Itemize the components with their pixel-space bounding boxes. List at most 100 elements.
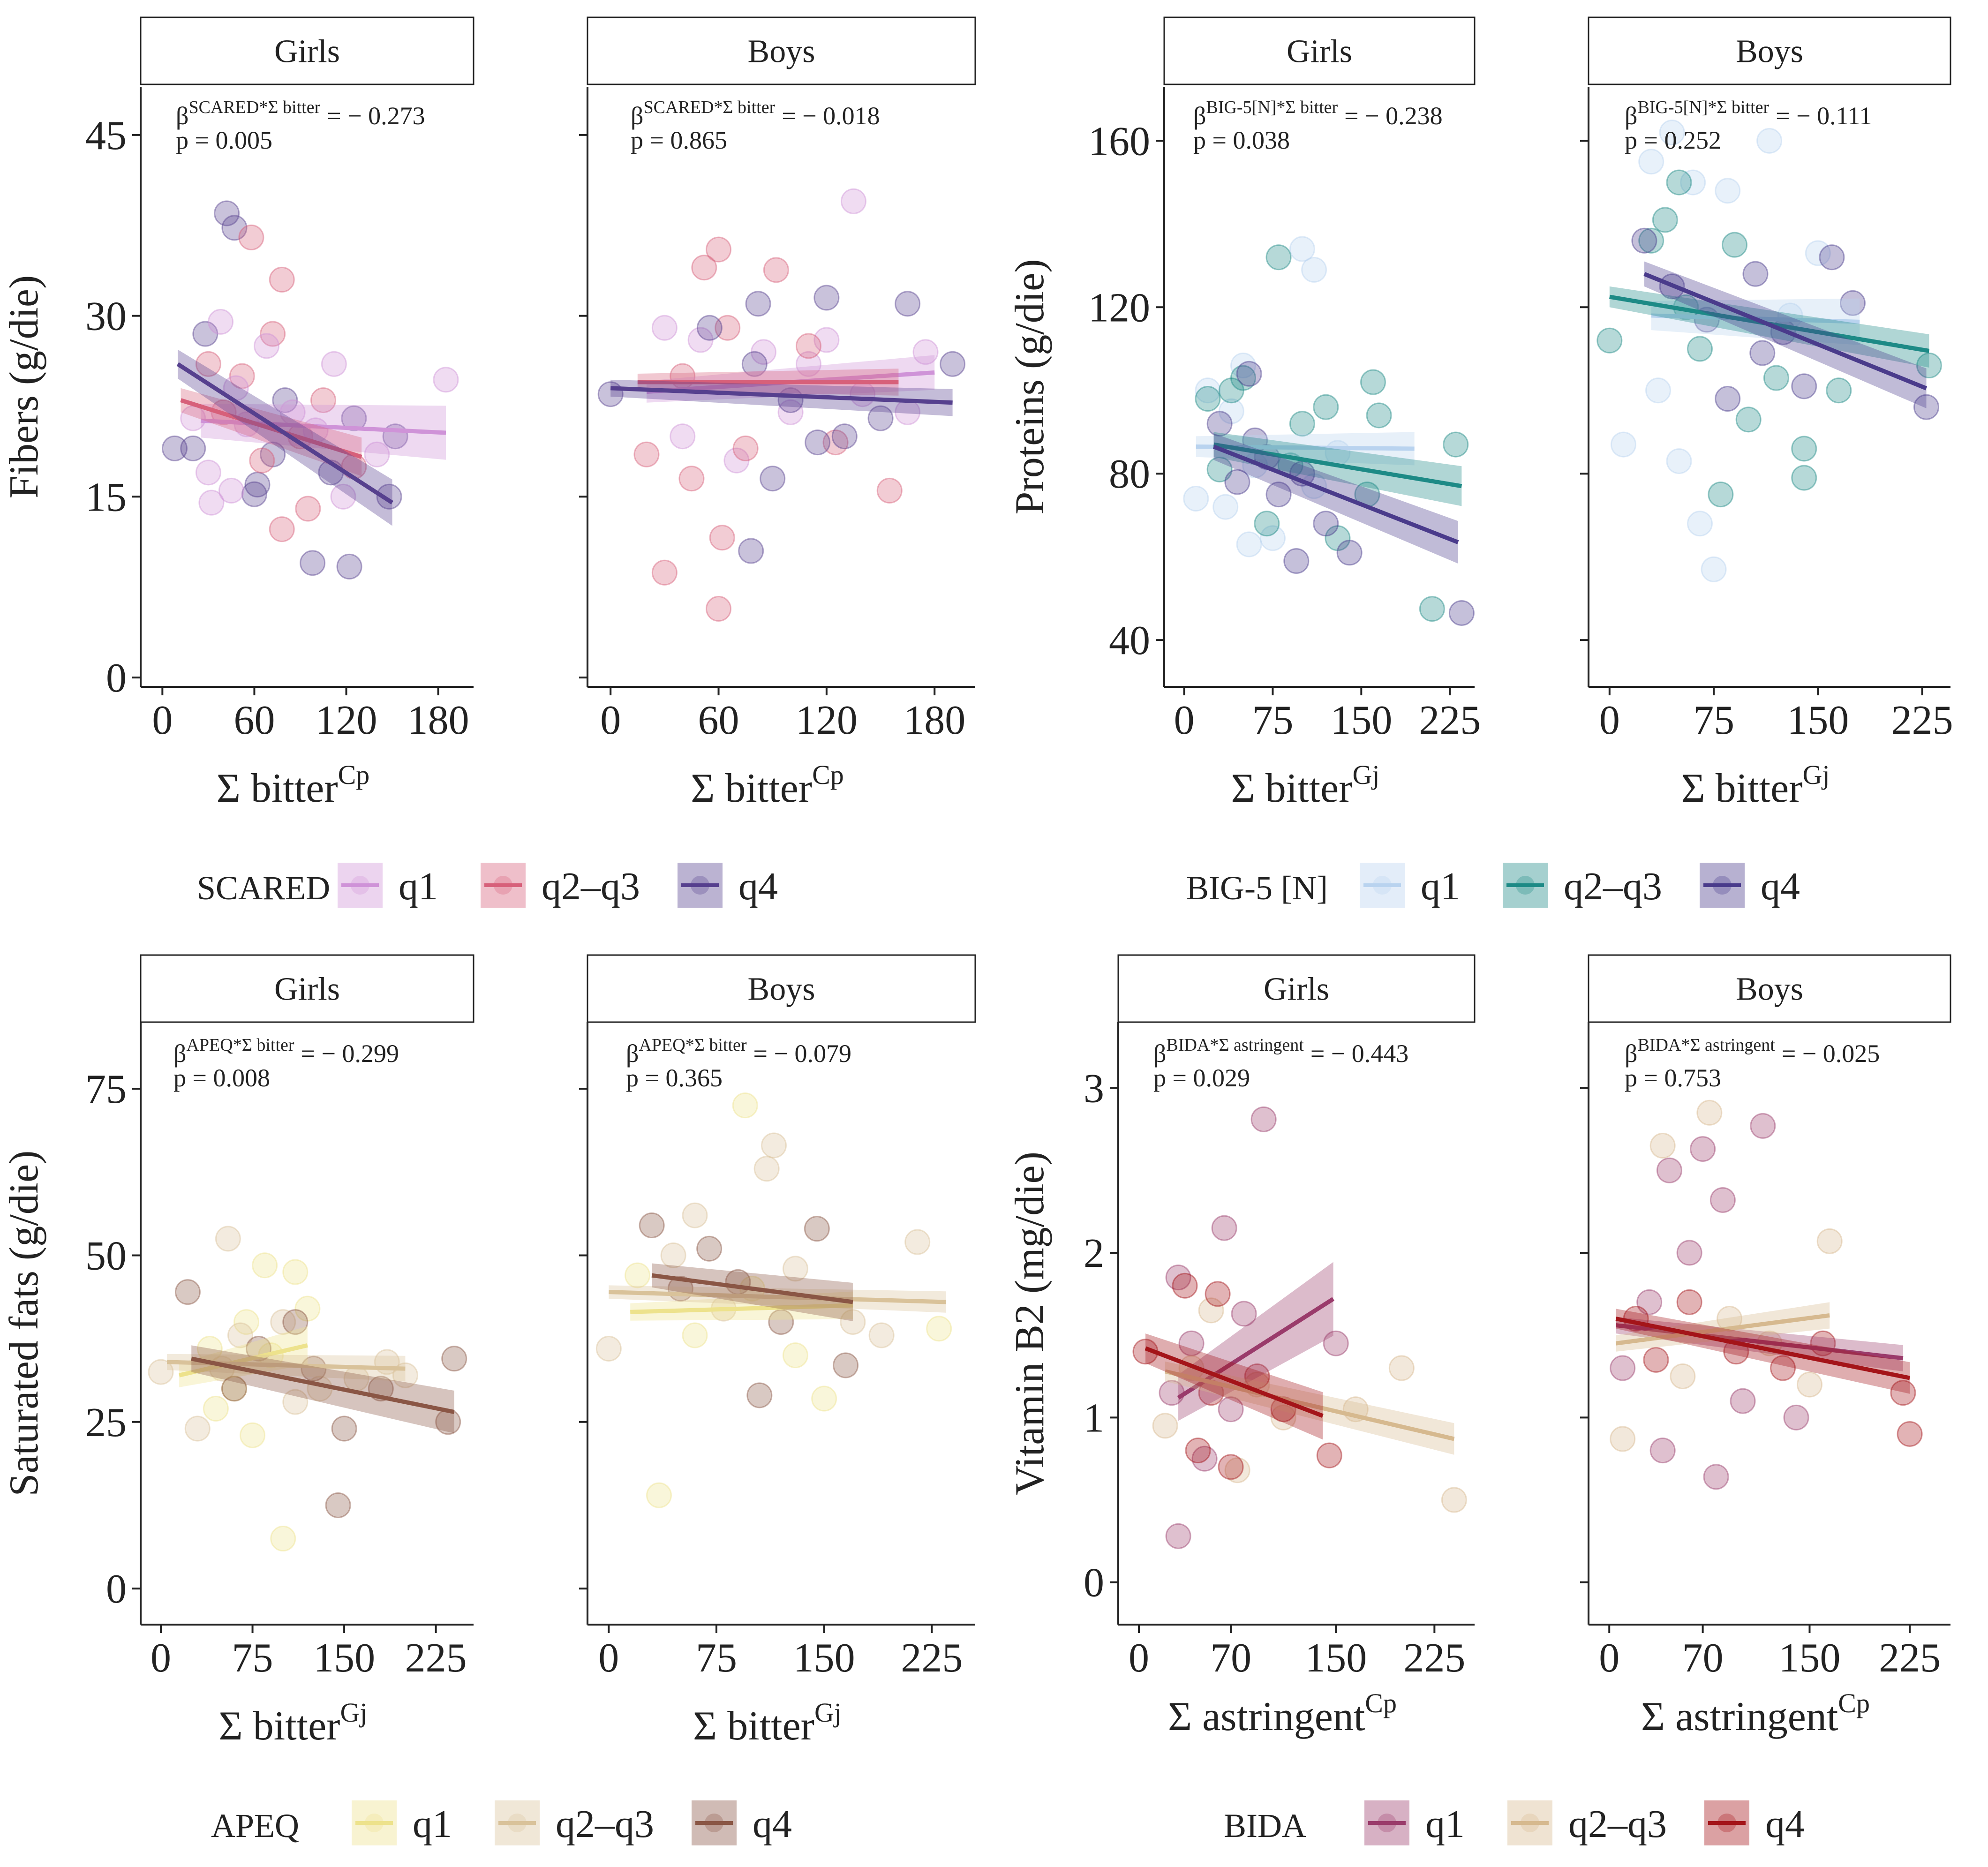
data-point-q4 bbox=[768, 1309, 794, 1335]
data-point-q1 bbox=[1211, 1215, 1237, 1241]
x-tick-label: 60 bbox=[698, 698, 739, 743]
legend-label: q1 bbox=[399, 865, 438, 908]
fit-line-q4 bbox=[1145, 1346, 1324, 1418]
data-point-q4 bbox=[161, 435, 188, 461]
data-point-q1 bbox=[252, 1252, 278, 1279]
data-point-q4 bbox=[180, 435, 206, 461]
data-point-q4 bbox=[1819, 244, 1845, 271]
beta-annotation: βBIDA*Σ astringent = − 0.443 bbox=[1153, 1035, 1408, 1068]
data-point-q23 bbox=[732, 435, 759, 461]
data-point-q23 bbox=[1360, 369, 1386, 395]
x-tick-label: 180 bbox=[407, 698, 469, 743]
y-tick-label: 2 bbox=[1084, 1231, 1104, 1276]
beta-symbol: β bbox=[1153, 1039, 1166, 1068]
x-axis-label-main: Σ bitter bbox=[1681, 766, 1803, 811]
y-tick-label: 0 bbox=[106, 655, 127, 701]
data-point-q1 bbox=[1715, 178, 1741, 204]
strip-box bbox=[587, 16, 976, 85]
fit-band-q23 bbox=[167, 1354, 406, 1382]
data-point-q1 bbox=[1323, 1330, 1349, 1356]
data-point-q1 bbox=[203, 1395, 229, 1422]
data-point-q4 bbox=[1791, 373, 1817, 399]
data-point-q4 bbox=[696, 1235, 723, 1262]
data-point-q1 bbox=[208, 309, 234, 335]
data-point-q4 bbox=[639, 1212, 665, 1239]
x-axis-label-main: Σ astringent bbox=[1641, 1694, 1838, 1739]
data-point-q4 bbox=[1205, 1281, 1231, 1307]
data-point-q1 bbox=[270, 1526, 296, 1552]
data-point-q1 bbox=[1730, 1388, 1756, 1414]
data-point-q4 bbox=[214, 200, 240, 226]
data-point-q23 bbox=[753, 1156, 780, 1182]
p-value: p = 0.038 bbox=[1193, 126, 1290, 154]
data-point-q4 bbox=[696, 315, 723, 341]
data-point-q23 bbox=[633, 441, 660, 467]
data-point-q4 bbox=[441, 1346, 467, 1372]
data-point-q4 bbox=[1913, 394, 1940, 420]
y-tick-label: 50 bbox=[85, 1233, 127, 1279]
beta-annotation: βBIDA*Σ astringent = − 0.025 bbox=[1625, 1035, 1880, 1068]
data-point-q4 bbox=[1742, 261, 1769, 287]
beta-superscript: APEQ*Σ bitter bbox=[186, 1035, 294, 1055]
data-point-q1 bbox=[221, 1376, 247, 1402]
x-axis-label-sup: Cp bbox=[1838, 1688, 1870, 1718]
legend-item-q23: q2–q3 bbox=[481, 863, 640, 908]
beta-annotation: βBIG-5[N]*Σ bitter = − 0.111 bbox=[1625, 98, 1872, 130]
x-axis-label-main: Σ bitter bbox=[1231, 766, 1353, 811]
data-point-q1 bbox=[1236, 531, 1262, 557]
data-point-q23 bbox=[822, 429, 849, 456]
data-point-q23 bbox=[1670, 1363, 1696, 1389]
x-tick-label: 225 bbox=[1419, 698, 1481, 743]
data-point-q23 bbox=[715, 315, 741, 341]
legend-label: q4 bbox=[738, 865, 778, 908]
legend-key-point bbox=[691, 876, 709, 895]
strip-box bbox=[140, 954, 474, 1023]
beta-superscript: BIDA*Σ astringent bbox=[1166, 1035, 1304, 1055]
data-point-q23 bbox=[148, 1359, 174, 1385]
data-point-q4 bbox=[1244, 1363, 1270, 1389]
data-point-q1 bbox=[912, 339, 939, 365]
beta-superscript: BIG-5[N]*Σ bitter bbox=[1206, 98, 1338, 117]
data-point-q1 bbox=[1195, 377, 1221, 404]
data-point-q4 bbox=[940, 351, 966, 377]
data-point-q23 bbox=[1325, 525, 1351, 551]
p-value: p = 0.008 bbox=[173, 1064, 270, 1092]
data-point-q1 bbox=[1250, 1106, 1277, 1132]
y-tick-label: 40 bbox=[1109, 618, 1150, 663]
y-axis-label: Proteins (g/die) bbox=[1007, 259, 1053, 514]
data-point-q1 bbox=[782, 1342, 808, 1369]
data-point-q23 bbox=[595, 1335, 622, 1362]
x-tick-label: 120 bbox=[796, 698, 858, 743]
legend-item-q23: q2–q3 bbox=[495, 1800, 654, 1846]
legend-key-point bbox=[351, 876, 369, 895]
fit-band-q4 bbox=[652, 1263, 853, 1321]
legend-item-q23: q2–q3 bbox=[1503, 863, 1662, 908]
strip-box bbox=[1588, 954, 1951, 1023]
fit-band-q4 bbox=[191, 1345, 454, 1433]
fit-line-q4 bbox=[610, 386, 953, 405]
data-point-q23 bbox=[1763, 365, 1789, 391]
data-point-q4 bbox=[1448, 600, 1475, 626]
data-point-q23 bbox=[1610, 1426, 1636, 1452]
legend: SCARED q1 q2–q3 q4 bbox=[197, 863, 778, 908]
legend-key-point bbox=[1373, 876, 1392, 895]
data-point-q23 bbox=[310, 387, 337, 414]
x-tick-label: 70 bbox=[1682, 1635, 1724, 1681]
data-point-q1 bbox=[1783, 1404, 1809, 1430]
data-point-q23 bbox=[868, 1322, 895, 1348]
fit-line-q4 bbox=[1643, 272, 1928, 391]
data-point-q4 bbox=[760, 466, 786, 492]
data-point-q23 bbox=[1696, 1099, 1723, 1126]
x-tick-label: 0 bbox=[152, 698, 173, 743]
x-tick-label: 75 bbox=[1252, 698, 1293, 743]
data-point-q1 bbox=[1231, 1301, 1257, 1327]
strip-box bbox=[1117, 954, 1476, 1023]
data-point-q1 bbox=[321, 351, 347, 377]
data-point-q1 bbox=[1218, 398, 1244, 424]
x-axis-label: Σ bitterGj bbox=[1681, 760, 1830, 811]
strip-label: Boys bbox=[748, 971, 815, 1008]
data-point-q1 bbox=[1701, 556, 1727, 582]
data-point-q23 bbox=[1152, 1413, 1178, 1439]
legend-key-point bbox=[1713, 876, 1732, 895]
